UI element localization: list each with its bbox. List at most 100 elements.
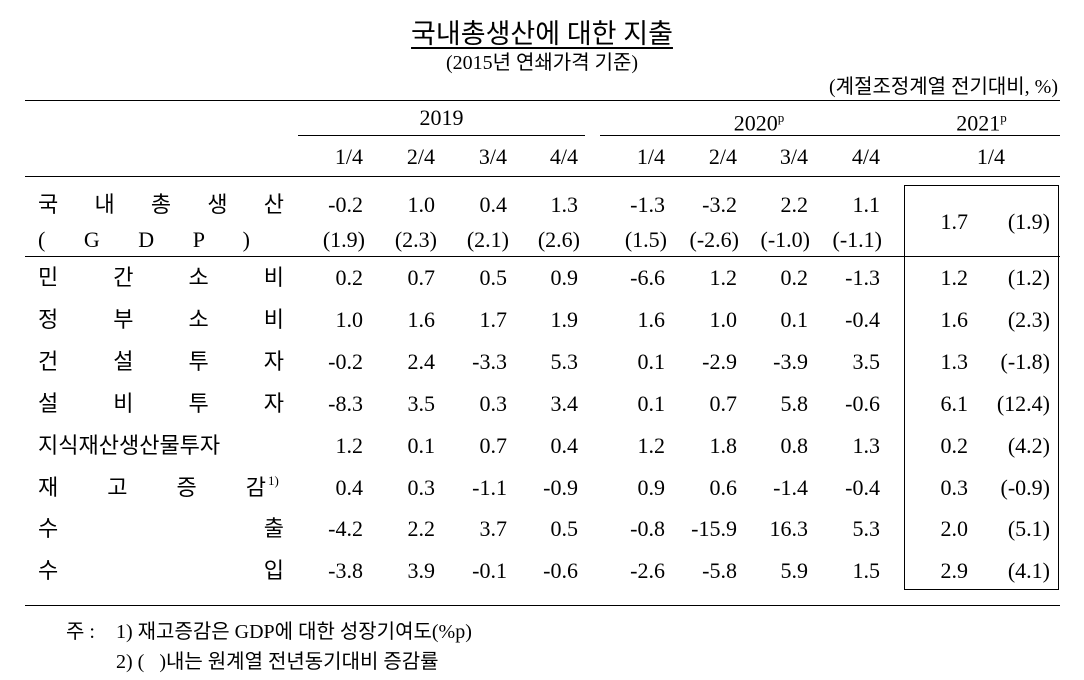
- value: 1.2: [335, 432, 364, 458]
- value: 0.5: [479, 265, 508, 290]
- value: 0.7: [479, 432, 508, 458]
- row-label: 설 비 투 자: [38, 390, 284, 416]
- row-label: 민 간 소 비: [38, 265, 284, 290]
- value: 5.3: [852, 516, 881, 542]
- value: 0.7: [709, 390, 738, 416]
- value: 1.3: [940, 348, 969, 374]
- unit: (계절조정계열 전기대비, %): [829, 76, 1058, 98]
- header-rule: [25, 176, 1060, 177]
- value: 16.3: [769, 516, 809, 542]
- subtitle: (2015년 연쇄가격 기준): [445, 52, 639, 74]
- value: 1.6: [637, 306, 666, 332]
- superscript: p: [777, 110, 785, 125]
- quarter-header: 2/4: [406, 144, 435, 169]
- quarter-header: 3/4: [478, 144, 507, 169]
- row-label: 건 설 투 자: [38, 348, 284, 374]
- value: 0.3: [940, 474, 969, 500]
- title: 국내총생산에 대한 지출: [411, 19, 673, 49]
- value: 2.2: [780, 192, 809, 217]
- value: 0.2: [335, 265, 364, 290]
- value: 0.4: [479, 192, 508, 217]
- value: -2.9: [702, 348, 737, 374]
- latest-box: [904, 185, 1059, 590]
- value: 1.7: [940, 209, 969, 234]
- year-underline: [903, 135, 1060, 136]
- value: 0.4: [335, 474, 364, 500]
- value: 3.4: [550, 390, 579, 416]
- quarter-header: 1/4: [636, 144, 665, 169]
- value: -1.4: [773, 474, 808, 500]
- value: -1.3: [630, 192, 665, 217]
- value: 0.5: [550, 516, 579, 542]
- value: 3.5: [407, 390, 436, 416]
- value: -0.4: [845, 306, 880, 332]
- quarter-header: 3/4: [779, 144, 808, 169]
- year-header: 2020p: [733, 110, 785, 136]
- value: -1.1: [472, 474, 507, 500]
- yoy-value: (2.3): [1007, 306, 1050, 332]
- value: 1.5: [852, 558, 881, 584]
- value: 1.0: [407, 192, 436, 217]
- value: 0.2: [780, 265, 809, 290]
- value: 1.6: [407, 306, 436, 332]
- value: 3.7: [479, 516, 508, 542]
- value: 1.3: [852, 432, 881, 458]
- value: 1.0: [335, 306, 364, 332]
- value: 0.9: [637, 474, 666, 500]
- year-underline: [298, 135, 585, 136]
- superscript: p: [1000, 110, 1007, 125]
- value: 0.6: [709, 474, 738, 500]
- value: 1.7: [479, 306, 508, 332]
- yoy-value: (1.2): [1007, 265, 1050, 290]
- value: 1.2: [709, 265, 738, 290]
- value: -15.9: [691, 516, 737, 542]
- value: -0.2: [328, 348, 363, 374]
- value: -3.9: [773, 348, 808, 374]
- value: 0.7: [407, 265, 436, 290]
- table-top-rule: [25, 100, 1060, 101]
- value: -3.8: [328, 558, 363, 584]
- row-label: 지식재산생산물투자: [38, 432, 221, 458]
- value: 0.1: [780, 306, 809, 332]
- yoy-value: (4.1): [1007, 558, 1050, 584]
- value: -3.2: [702, 192, 737, 217]
- value: 1.1: [852, 192, 881, 217]
- value: -6.6: [630, 265, 665, 290]
- value: 1.0: [709, 306, 738, 332]
- row-label: 수 입: [38, 558, 284, 584]
- yoy-value: (4.2): [1007, 432, 1050, 458]
- value: -2.6: [630, 558, 665, 584]
- yoy-value: (2.1): [466, 227, 509, 252]
- yoy-value: (-1.8): [1000, 348, 1050, 374]
- yoy-value: (12.4): [996, 390, 1050, 416]
- value: 3.5: [852, 348, 881, 374]
- gdp-rule: [25, 256, 1060, 257]
- value: 0.1: [407, 432, 436, 458]
- value: 0.1: [637, 390, 666, 416]
- year-underline: [600, 135, 918, 136]
- quarter-header: 2/4: [708, 144, 737, 169]
- value: 2.0: [940, 516, 969, 542]
- value: 1.3: [550, 192, 579, 217]
- yoy-value: (1.5): [624, 227, 667, 252]
- value: 1.2: [637, 432, 666, 458]
- value: -0.1: [472, 558, 507, 584]
- value: 0.4: [550, 432, 579, 458]
- value: 1.9: [550, 306, 579, 332]
- note: 1) 재고증감은 GDP에 대한 성장기여도(%p): [116, 621, 472, 643]
- value: 0.2: [940, 432, 969, 458]
- value: 0.9: [550, 265, 579, 290]
- value: 5.9: [780, 558, 809, 584]
- row-label: ( G D P ): [38, 227, 250, 252]
- quarter-header: 4/4: [549, 144, 578, 169]
- row-label: 재 고 증 감: [38, 474, 266, 500]
- value: 2.2: [407, 516, 436, 542]
- value: 5.8: [780, 390, 809, 416]
- quarter-header: 1/4: [334, 144, 363, 169]
- quarter-header: 1/4: [976, 144, 1005, 169]
- value: 1.2: [940, 265, 969, 290]
- value: 2.9: [940, 558, 969, 584]
- value: -4.2: [328, 516, 363, 542]
- yoy-value: (-1.0): [760, 227, 810, 252]
